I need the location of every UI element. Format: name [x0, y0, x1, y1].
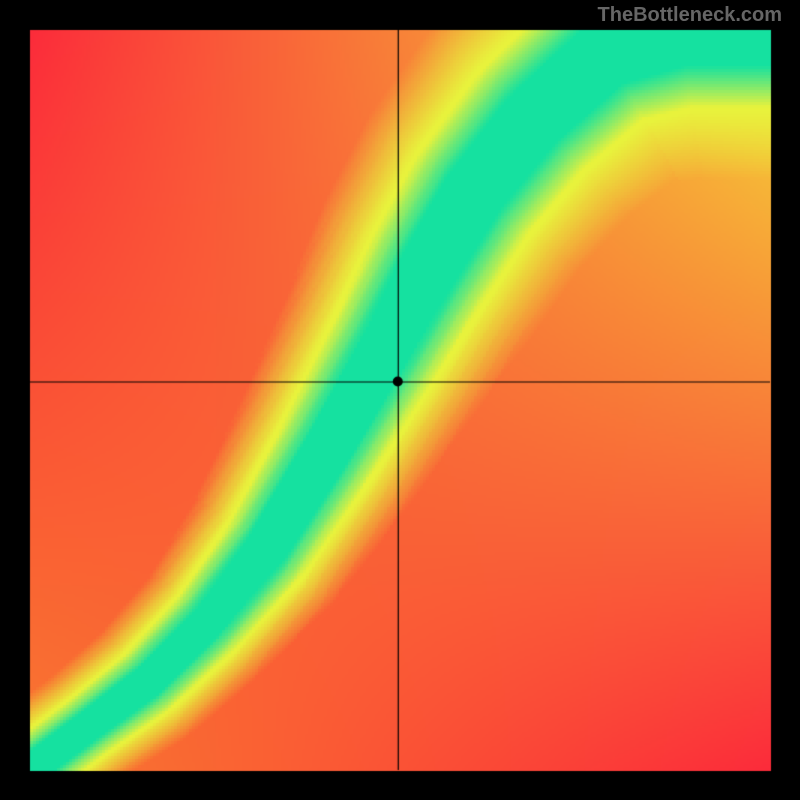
watermark-text: TheBottleneck.com [598, 4, 782, 27]
bottleneck-heatmap [0, 0, 800, 800]
chart-container: TheBottleneck.com [0, 0, 800, 800]
